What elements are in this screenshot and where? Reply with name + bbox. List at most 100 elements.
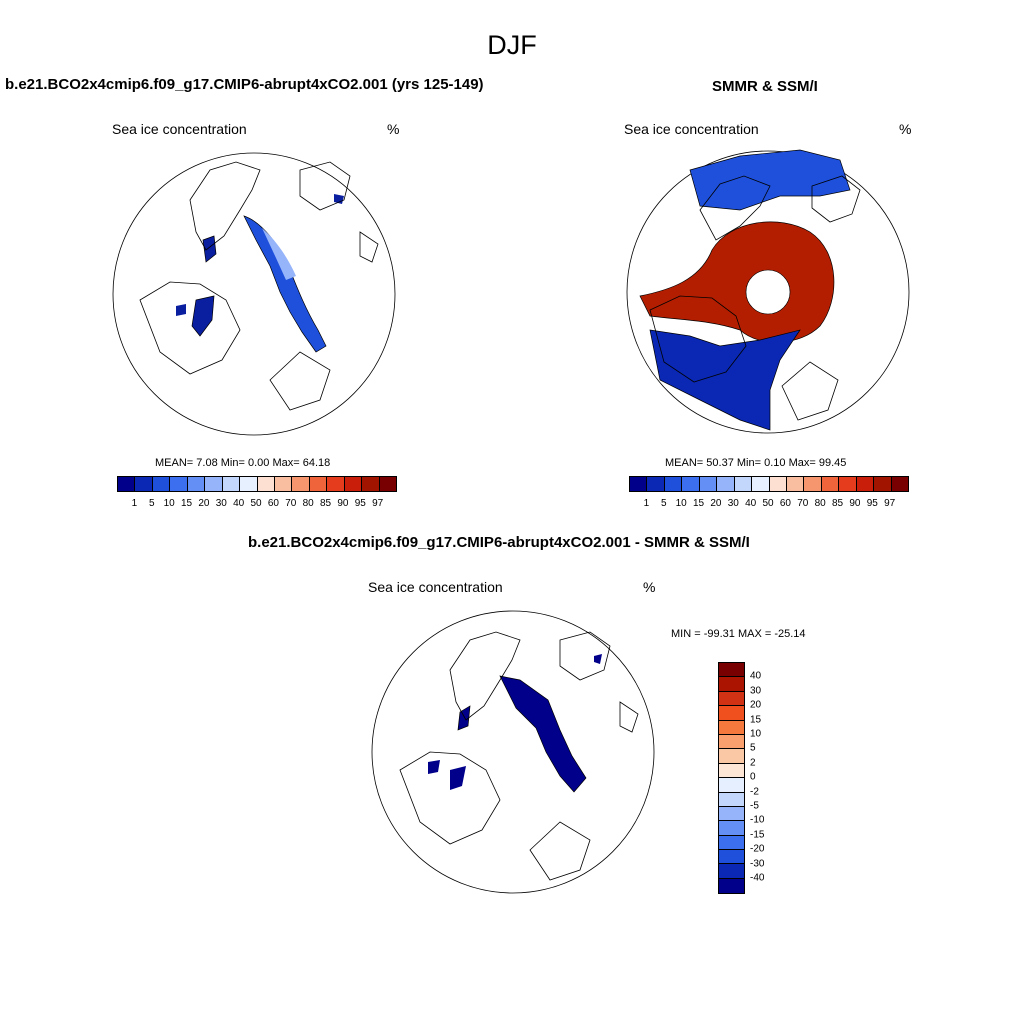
model-colorbar-tick-label: 10	[163, 498, 175, 509]
obs-colorbar-tick-label: 20	[710, 498, 722, 509]
diff-colorbar-swatch	[719, 850, 744, 865]
obs-min-value: 0.10	[764, 457, 786, 469]
diff-colorbar-swatch	[719, 806, 744, 822]
model-colorbar-tick-label: 85	[319, 498, 332, 509]
diff-colorbar-tick-label: -20	[750, 843, 765, 855]
model-colorbar-swatch	[257, 477, 275, 491]
obs-polar-map	[626, 149, 910, 434]
obs-colorbar-tick-label: 60	[779, 498, 791, 509]
obs-colorbar-swatch	[664, 477, 683, 491]
diff-colorbar-tick-label: 5	[750, 742, 756, 754]
obs-colorbar-swatch	[699, 477, 718, 491]
model-polar-map	[112, 152, 396, 436]
model-colorbar-tick-label: 1	[131, 498, 138, 509]
obs-mean-label: MEAN=	[665, 457, 704, 469]
diff-colorbar-tick-label: 15	[750, 714, 762, 726]
obs-max-value: 99.45	[818, 457, 847, 469]
diff-field-label: Sea ice concentration	[368, 579, 503, 595]
diff-colorbar-tick-label: -15	[750, 829, 765, 841]
model-colorbar-swatch	[362, 477, 380, 491]
diff-colorbar-swatch	[719, 835, 744, 851]
obs-colorbar-tick-label: 5	[660, 498, 667, 509]
obs-max-label: Max=	[788, 457, 816, 469]
diff-colorbar-tick-label: -40	[750, 872, 765, 884]
model-colorbar-swatch	[135, 477, 153, 491]
model-mean-label: MEAN=	[155, 457, 194, 469]
model-colorbar-swatch	[379, 477, 396, 491]
model-colorbar-tick-label: 20	[198, 498, 210, 509]
diff-polar-map	[371, 610, 655, 894]
diff-colorbar-tick-label: 20	[750, 699, 762, 711]
diff-colorbar-swatch	[719, 778, 744, 793]
diff-colorbar-swatch	[719, 792, 744, 807]
model-colorbar-swatch	[240, 477, 258, 491]
model-colorbar-swatch	[274, 477, 293, 491]
model-colorbar-tick-label: 15	[180, 498, 193, 509]
model-units-label: %	[387, 121, 400, 137]
model-colorbar-swatch	[205, 477, 223, 491]
model-colorbar-ticks: 1 5 10 15 20 30 40 50 60 70 80 85 90 95 97	[117, 498, 395, 510]
model-ice-region-baffin	[202, 235, 217, 263]
model-colorbar-swatch	[222, 477, 241, 491]
obs-colorbar-tick-label: 90	[849, 498, 861, 509]
obs-colorbar-swatch	[786, 477, 805, 491]
diff-colorbar-tick-label: 40	[750, 670, 762, 682]
diff-coastlines	[399, 631, 639, 881]
model-coastlines	[139, 161, 379, 411]
model-colorbar-swatch	[292, 477, 310, 491]
obs-stats: MEAN= 50.37 Min= 0.10 Max= 99.45	[665, 457, 846, 469]
obs-colorbar-swatch	[717, 477, 735, 491]
obs-mean-value: 50.37	[706, 457, 734, 469]
obs-ice-region-pacific	[689, 149, 851, 211]
model-colorbar-tick-label: 70	[285, 498, 297, 509]
obs-units-label: %	[899, 121, 912, 137]
diff-colorbar-tick-label: -5	[750, 800, 759, 812]
obs-colorbar-swatch	[630, 477, 648, 491]
diff-colorbar-swatch	[719, 720, 744, 735]
diff-colorbar-swatch	[719, 749, 744, 764]
obs-ice-region-marginal	[649, 329, 801, 431]
obs-colorbar-swatch	[821, 477, 840, 491]
diff-colorbar-tick-label: 30	[750, 685, 762, 697]
model-colorbar-tick-label: 60	[267, 498, 279, 509]
model-colorbar-tick-label: 97	[372, 498, 384, 509]
obs-colorbar-swatch	[856, 477, 875, 491]
diff-panel-title: b.e21.BCO2x4cmip6.f09_g17.CMIP6-abrupt4x…	[248, 534, 750, 551]
obs-colorbar-tick-label: 1	[643, 498, 650, 509]
obs-colorbar-swatch	[839, 477, 857, 491]
obs-min-label: Min=	[736, 457, 762, 469]
diff-colorbar-swatch	[719, 821, 744, 836]
diff-colorbar-tick-label: -2	[750, 786, 759, 798]
obs-colorbar-swatch	[647, 477, 665, 491]
diff-colorbar-swatch	[719, 864, 744, 879]
diff-colorbar-swatch	[719, 663, 744, 678]
model-colorbar-swatch	[152, 477, 171, 491]
model-colorbar-tick-label: 30	[215, 498, 227, 509]
obs-colorbar-swatch	[682, 477, 700, 491]
obs-colorbar-ticks: 1 5 10 15 20 30 40 50 60 70 80 85 90 95 97	[629, 498, 907, 510]
model-colorbar-tick-label: 80	[302, 498, 314, 509]
model-min-label: Min=	[220, 457, 245, 469]
model-ice-region-hudson	[191, 295, 215, 337]
model-colorbar-tick-label: 5	[148, 498, 155, 509]
model-colorbar-swatch	[170, 477, 188, 491]
diff-colorbar-tick-label: -30	[750, 858, 765, 870]
diff-colorbar-tick-label: 2	[750, 757, 756, 769]
obs-coastlines	[649, 175, 861, 421]
model-colorbar-tick-label: 90	[337, 498, 349, 509]
obs-colorbar-tick-label: 70	[797, 498, 809, 509]
model-colorbar	[117, 476, 397, 492]
model-colorbar-swatch	[309, 477, 328, 491]
obs-colorbar-swatch	[734, 477, 753, 491]
diff-ice-region-baffin	[457, 705, 471, 731]
model-colorbar-swatch	[118, 477, 136, 491]
model-max-label: Max=	[272, 457, 300, 469]
model-max-value: 64.18	[302, 457, 331, 469]
obs-pole-hole	[745, 269, 791, 315]
obs-field-label: Sea ice concentration	[624, 121, 759, 137]
diff-colorbar	[718, 662, 745, 895]
diff-colorbar-tick-label: 10	[750, 728, 762, 740]
obs-colorbar	[629, 476, 909, 492]
diff-colorbar-swatch	[719, 763, 744, 779]
